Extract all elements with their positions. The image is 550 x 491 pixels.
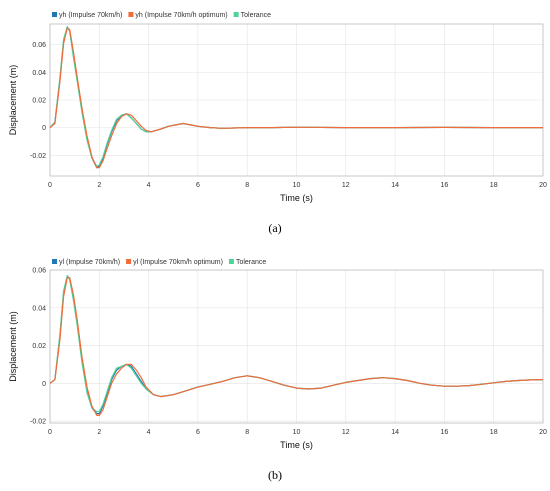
x-tick-label: 20 bbox=[539, 429, 547, 436]
series-line-1 bbox=[49, 277, 544, 416]
y-tick-label: 0.06 bbox=[32, 42, 46, 49]
x-tick-label: 10 bbox=[293, 182, 301, 189]
y-tick-label: 0 bbox=[42, 125, 46, 132]
grid bbox=[49, 269, 544, 423]
x-tick-label: 0 bbox=[48, 182, 52, 189]
y-tick-label: 0.02 bbox=[32, 343, 46, 350]
legend-swatch-2 bbox=[228, 259, 234, 264]
x-tick-label: 6 bbox=[196, 182, 200, 189]
chart-panel-0: 0 2 4 6 8 10 12 14 16 18 20 0.06 0.04 0.02 0 -0.02 Time … bbox=[8, 12, 547, 235]
legend-label-0: yh (Impulse 70km/h) bbox=[59, 12, 122, 19]
grid bbox=[49, 24, 544, 176]
x-tick-label: 4 bbox=[147, 429, 151, 436]
y-tick-label: 0.04 bbox=[32, 70, 46, 77]
y-tick-label: 0.06 bbox=[32, 268, 46, 275]
legend: yl (Impulse 70km/h) yl (Impulse 70km/h op… bbox=[52, 259, 266, 266]
legend-label-0: yl (Impulse 70km/h) bbox=[59, 259, 120, 266]
y-tick-label: 0.04 bbox=[32, 305, 46, 312]
x-tick-label: 14 bbox=[391, 182, 399, 189]
x-tick-label: 6 bbox=[196, 429, 200, 436]
y-tick-label: 0.02 bbox=[32, 98, 46, 105]
legend: yh (Impulse 70km/h) yh (Impulse 70km/h op… bbox=[52, 12, 271, 19]
legend-swatch-2 bbox=[233, 12, 239, 17]
x-tick-label: 12 bbox=[342, 182, 350, 189]
legend-swatch-1 bbox=[128, 12, 134, 17]
y-tick-label: 0 bbox=[42, 381, 46, 388]
x-tick-label: 8 bbox=[245, 182, 249, 189]
y-tick-label: -0.02 bbox=[30, 153, 46, 160]
plot-area-frame bbox=[49, 23, 544, 177]
x-tick-label: 0 bbox=[48, 429, 52, 436]
x-tick-label: 4 bbox=[147, 182, 151, 189]
figure-caption: (b) bbox=[268, 468, 282, 482]
x-tick-label: 8 bbox=[245, 429, 249, 436]
y-axis-title: Displacement (m) bbox=[8, 65, 18, 136]
x-tick-label: 18 bbox=[490, 182, 498, 189]
x-tick-label: 18 bbox=[490, 429, 498, 436]
legend-label-1: yh (Impulse 70km/h optimum) bbox=[135, 12, 227, 19]
legend-swatch-0 bbox=[52, 259, 57, 264]
x-tick-label: 16 bbox=[441, 429, 449, 436]
series-line-1 bbox=[49, 27, 543, 169]
x-tick-label: 2 bbox=[97, 429, 101, 436]
x-axis-title: Time (s) bbox=[280, 440, 313, 450]
x-tick-label: 12 bbox=[342, 429, 350, 436]
x-tick-label: 14 bbox=[391, 429, 399, 436]
x-tick-label: 20 bbox=[539, 182, 547, 189]
x-tick-label: 2 bbox=[97, 182, 101, 189]
legend-label-1: yl (Impulse 70km/h optimum) bbox=[133, 259, 223, 266]
plot-area-frame bbox=[49, 269, 544, 424]
legend-swatch-0 bbox=[52, 12, 57, 17]
legend-label-2: Tolerance bbox=[236, 259, 266, 266]
chart-panel-1: 0 2 4 6 8 10 12 14 16 18 200.060.040.020-0.02Time … bbox=[8, 259, 547, 482]
x-tick-label: 10 bbox=[293, 429, 301, 436]
legend-label-2: Tolerance bbox=[241, 12, 271, 19]
legend-swatch-1 bbox=[126, 259, 132, 264]
y-tick-label: -0.02 bbox=[30, 419, 46, 426]
x-tick-label: 16 bbox=[441, 182, 449, 189]
figure-caption: (a) bbox=[268, 221, 281, 235]
y-axis-title: Displacement (m) bbox=[8, 311, 18, 382]
x-axis-title: Time (s) bbox=[280, 193, 313, 203]
